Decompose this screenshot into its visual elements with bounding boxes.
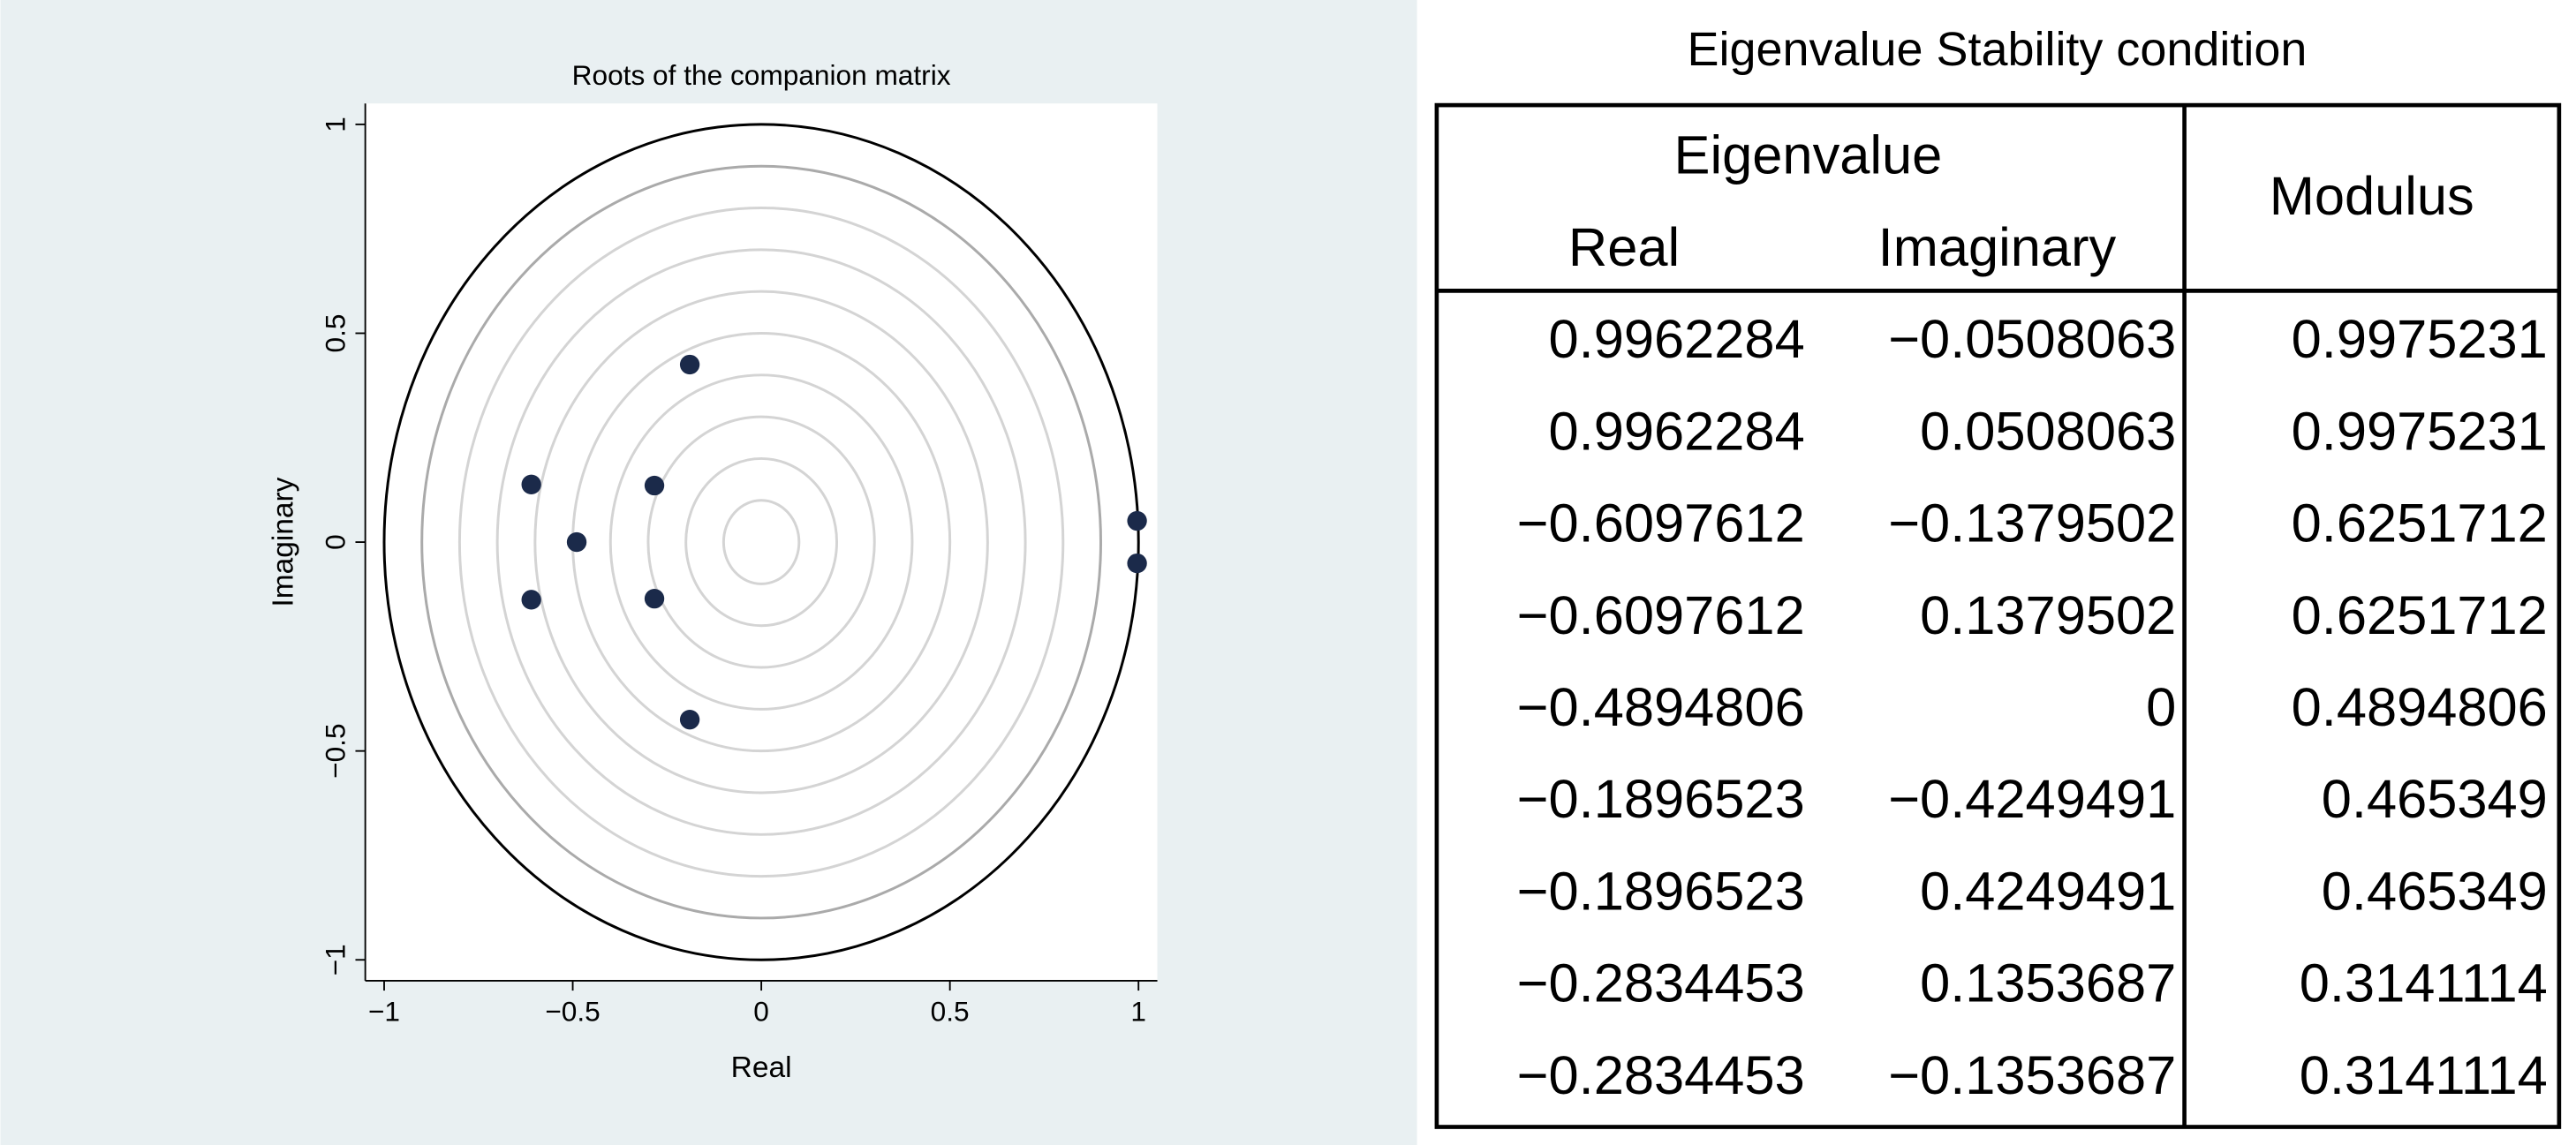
root-point [679, 354, 700, 375]
table-cell: −0.6097612 [1517, 493, 1805, 554]
x-tick-label: 1 [1130, 995, 1146, 1027]
reference-ring [646, 415, 876, 669]
table-cell: 0.3141114 [2300, 953, 2548, 1014]
reference-ring [684, 456, 839, 628]
unit-circle [382, 123, 1140, 961]
table-cell: −0.4894806 [1517, 677, 1805, 738]
y-axis-label: Imaginary [267, 477, 299, 606]
root-point [644, 475, 665, 496]
y-tick-label: 1 [319, 117, 351, 132]
table-cell: 0.9975231 [2292, 309, 2548, 370]
group-header: Eigenvalue [1674, 125, 1943, 186]
root-point [566, 531, 587, 553]
reference-ring [721, 499, 801, 585]
column-header: Real [1568, 217, 1680, 278]
table-cell: 0.9962284 [1549, 309, 1805, 370]
root-point [679, 709, 700, 730]
table-cell: 0.3141114 [2300, 1045, 2548, 1106]
chart: Roots of the companion matrix Real Imagi… [267, 59, 1158, 1084]
table-cell: −0.1896523 [1517, 861, 1805, 922]
root-point [521, 474, 541, 494]
table-cell: 0.465349 [2322, 769, 2548, 830]
table-cell: 0.4894806 [2292, 677, 2548, 738]
reference-ring [533, 290, 989, 795]
table-cell: −0.2834453 [1517, 1045, 1805, 1106]
x-tick-label: 0 [753, 995, 769, 1027]
table-border [1434, 102, 2562, 1129]
y-tick-label: −1 [319, 944, 351, 976]
table-cell: 0.1353687 [1920, 953, 2176, 1014]
root-point [521, 590, 541, 610]
x-axis-label: Real [731, 1051, 792, 1084]
column-header: Imaginary [1878, 217, 2117, 278]
table-cell: −0.4249491 [1888, 769, 2176, 830]
table-cell: −0.1896523 [1517, 769, 1805, 830]
table-cell: −0.2834453 [1517, 953, 1805, 1014]
table-cell: −0.0508063 [1888, 309, 2176, 370]
root-point [1127, 553, 1147, 574]
reference-ring [420, 164, 1102, 920]
table-cell: −0.6097612 [1517, 585, 1805, 646]
chart-title: Roots of the companion matrix [572, 59, 951, 91]
x-tick-label: 0.5 [931, 995, 970, 1027]
table-cell: 0.6251712 [2292, 493, 2548, 554]
y-tick-label: 0.5 [319, 313, 351, 352]
table-cell: 0.465349 [2322, 861, 2548, 922]
table-cell: −0.1379502 [1888, 493, 2176, 554]
y-tick-label: 0 [319, 534, 351, 550]
table-cell: 0.0508063 [1920, 401, 2176, 462]
x-tick-label: −1 [368, 995, 400, 1027]
table-cell: 0.9962284 [1549, 401, 1805, 462]
reference-ring [608, 373, 914, 711]
reference-ring [457, 207, 1065, 878]
column-header: Modulus [2270, 166, 2474, 227]
root-point [644, 588, 665, 609]
table-title: Eigenvalue Stability condition [1688, 23, 2308, 76]
table-cell: 0.6251712 [2292, 585, 2548, 646]
plot-area [365, 103, 1158, 981]
table-cell: 0.4249491 [1920, 861, 2176, 922]
root-point [1127, 510, 1147, 531]
table-cell: −0.1353687 [1888, 1045, 2176, 1106]
table-cell: 0.1379502 [1920, 585, 2176, 646]
table: Eigenvalue Stability condition Eigenvalu… [1434, 23, 2562, 1129]
x-tick-label: −0.5 [545, 995, 600, 1027]
y-tick-label: −0.5 [319, 723, 351, 778]
table-cell: 0 [2146, 677, 2176, 738]
reference-ring [495, 248, 1027, 836]
table-cell: 0.9975231 [2292, 401, 2548, 462]
